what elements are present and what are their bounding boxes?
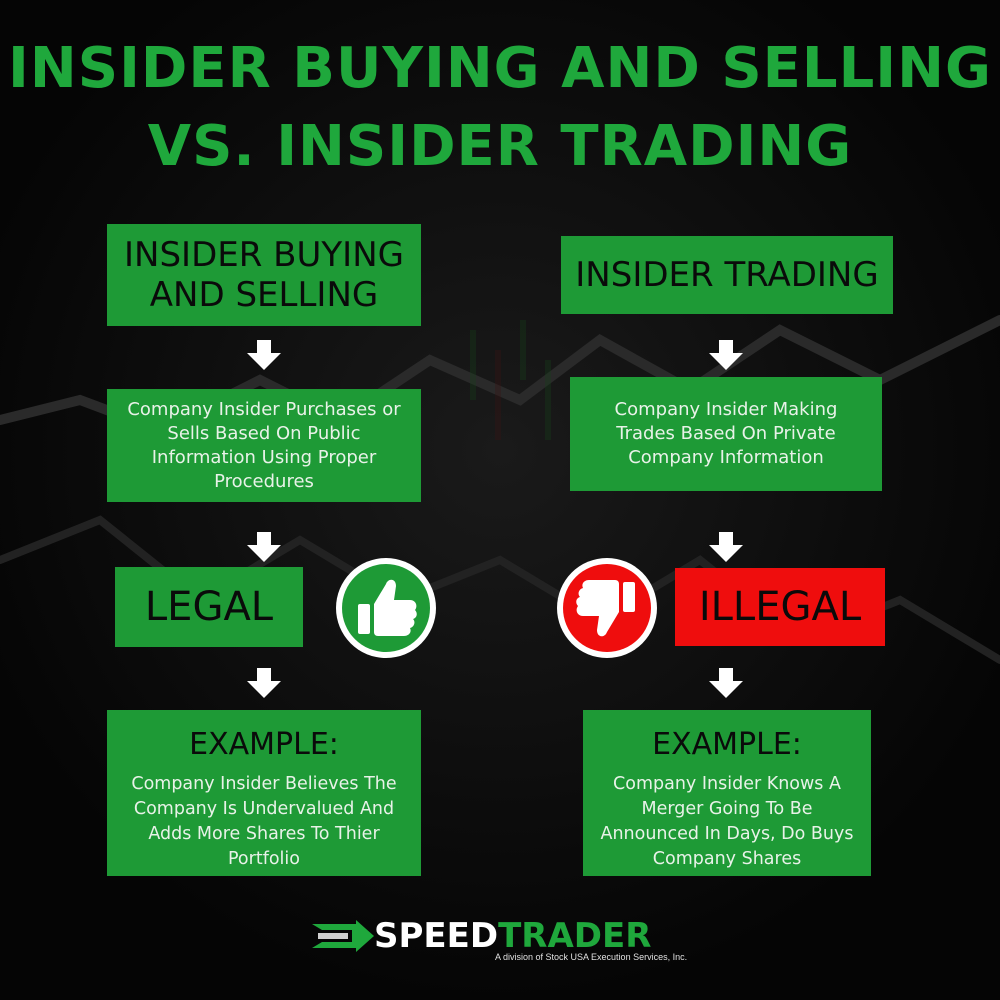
arrow-down-icon	[247, 532, 281, 562]
arrow-down-icon	[247, 668, 281, 698]
right-example-heading: EXAMPLE:	[652, 727, 802, 762]
page-title-line-1: INSIDER BUYING AND SELLING	[8, 36, 992, 101]
left-example-heading: EXAMPLE:	[189, 727, 339, 762]
arrow-down-icon	[709, 340, 743, 370]
brand-tagline: A division of Stock USA Execution Servic…	[495, 952, 688, 962]
page-title-line-2: VS. INSIDER TRADING	[147, 114, 853, 179]
brand-part-trader: TRADER	[498, 916, 652, 956]
thumbs-down-icon	[557, 558, 657, 658]
arrow-down-icon	[709, 532, 743, 562]
left-heading: INSIDER BUYING AND SELLING	[124, 235, 404, 315]
left-description-box: Company Insider Purchases or Sells Based…	[107, 389, 421, 502]
right-heading-box: INSIDER TRADING	[561, 236, 893, 314]
right-example-box: EXAMPLE: Company Insider Knows A Merger …	[583, 710, 871, 876]
left-description: Company Insider Purchases or Sells Based…	[127, 398, 401, 492]
illegal-box: ILLEGAL	[675, 568, 885, 646]
left-example-text: Company Insider Believes The Company Is …	[131, 774, 397, 869]
thumbs-up-icon	[336, 558, 436, 658]
right-description: Company Insider Making Trades Based On P…	[614, 399, 838, 468]
illegal-label: ILLEGAL	[698, 584, 862, 630]
right-heading: INSIDER TRADING	[575, 255, 879, 295]
legal-label: LEGAL	[144, 584, 274, 630]
speed-arrow-icon	[312, 920, 374, 952]
left-example-box: EXAMPLE: Company Insider Believes The Co…	[107, 710, 421, 876]
left-heading-box: INSIDER BUYING AND SELLING	[107, 224, 421, 326]
legal-box: LEGAL	[115, 567, 303, 647]
arrow-down-icon	[709, 668, 743, 698]
speedtrader-logo: SPEEDTRADER A division of Stock USA Exec…	[300, 912, 720, 972]
brand-part-speed: SPEED	[374, 916, 499, 956]
brand-name: SPEEDTRADER	[374, 916, 651, 956]
arrow-down-icon	[247, 340, 281, 370]
right-description-box: Company Insider Making Trades Based On P…	[570, 377, 882, 491]
right-example-text: Company Insider Knows A Merger Going To …	[600, 774, 854, 869]
